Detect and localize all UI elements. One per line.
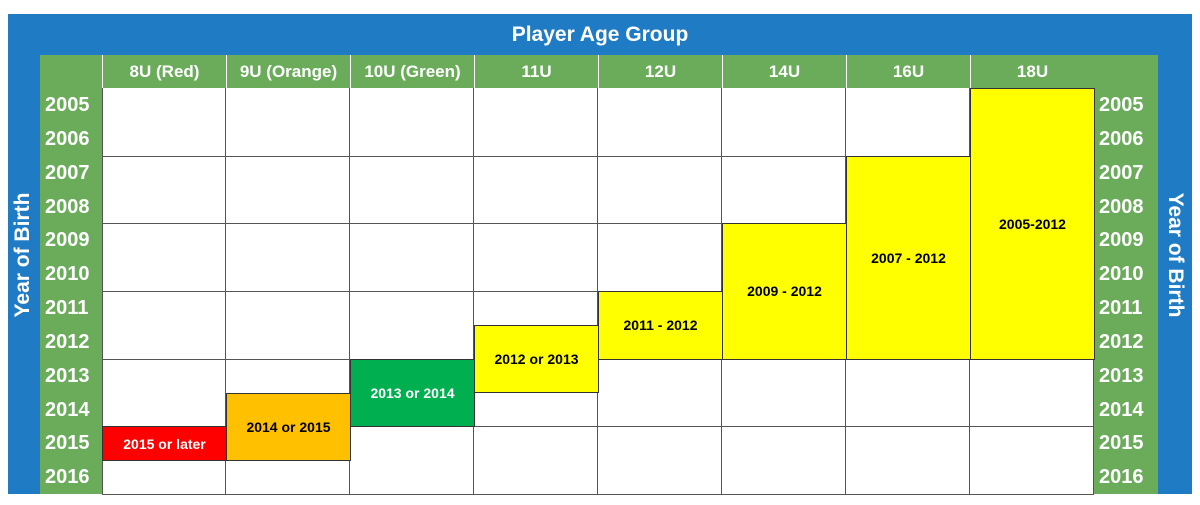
- column-header: 10U (Green): [350, 55, 474, 88]
- grid-line: [102, 223, 1094, 225]
- year-label: 2007: [45, 161, 90, 184]
- age-range: 2013 or 2014: [350, 358, 475, 428]
- column-header: 12U: [598, 55, 722, 88]
- year-label: 2008: [45, 195, 90, 218]
- title: Player Age Group: [511, 23, 689, 46]
- year-label: 2016: [1099, 466, 1144, 489]
- column-header: 16U: [846, 55, 970, 88]
- age-range: 2012 or 2013: [474, 324, 599, 394]
- year-label: 2011: [1099, 297, 1143, 319]
- year-label: 2006: [45, 127, 90, 150]
- year-label: 2009: [45, 229, 90, 252]
- year-label: 2012: [1099, 330, 1144, 353]
- column-header: 18U: [970, 55, 1094, 88]
- column-header: 11U: [474, 55, 598, 88]
- age-range: 2009 - 2012: [722, 223, 847, 360]
- year-label: 2006: [1099, 127, 1144, 150]
- column-header: 14U: [722, 55, 846, 88]
- year-label: 2005: [45, 94, 90, 116]
- year-label: 2005: [1099, 94, 1144, 116]
- year-label: 2010: [45, 263, 90, 286]
- year-label: 2014: [45, 398, 90, 421]
- grid-line: [102, 494, 1094, 495]
- grid-line: [102, 426, 1094, 428]
- year-label: 2015: [45, 432, 90, 455]
- year-label: 2007: [1099, 161, 1144, 184]
- year-column: [1094, 88, 1158, 494]
- year-label: 2015: [1099, 432, 1144, 455]
- column-header: 9U (Orange): [226, 55, 350, 88]
- column-header: 8U (Red): [102, 55, 226, 88]
- age-range: 2007 - 2012: [846, 155, 971, 360]
- year-label: 2013: [45, 364, 90, 387]
- year-label: 2012: [45, 330, 90, 353]
- grid-line: [102, 155, 1094, 157]
- left-label: Year of Birth: [11, 192, 34, 318]
- year-label: 2014: [1099, 398, 1144, 421]
- age-range: 2014 or 2015: [226, 392, 351, 462]
- year-label: 2016: [45, 466, 90, 489]
- year-label: 2013: [1099, 364, 1144, 387]
- year-label: 2011: [45, 297, 89, 319]
- year-label: 2010: [1099, 263, 1144, 286]
- age-range: 2011 - 2012: [598, 291, 723, 360]
- year-label: 2008: [1099, 195, 1144, 218]
- age-range: 2005-2012: [970, 88, 1095, 360]
- year-label: 2009: [1099, 229, 1144, 252]
- right-label: Year of Birth: [1164, 192, 1187, 318]
- year-column: [40, 88, 102, 494]
- age-range: 2015 or later: [102, 426, 227, 462]
